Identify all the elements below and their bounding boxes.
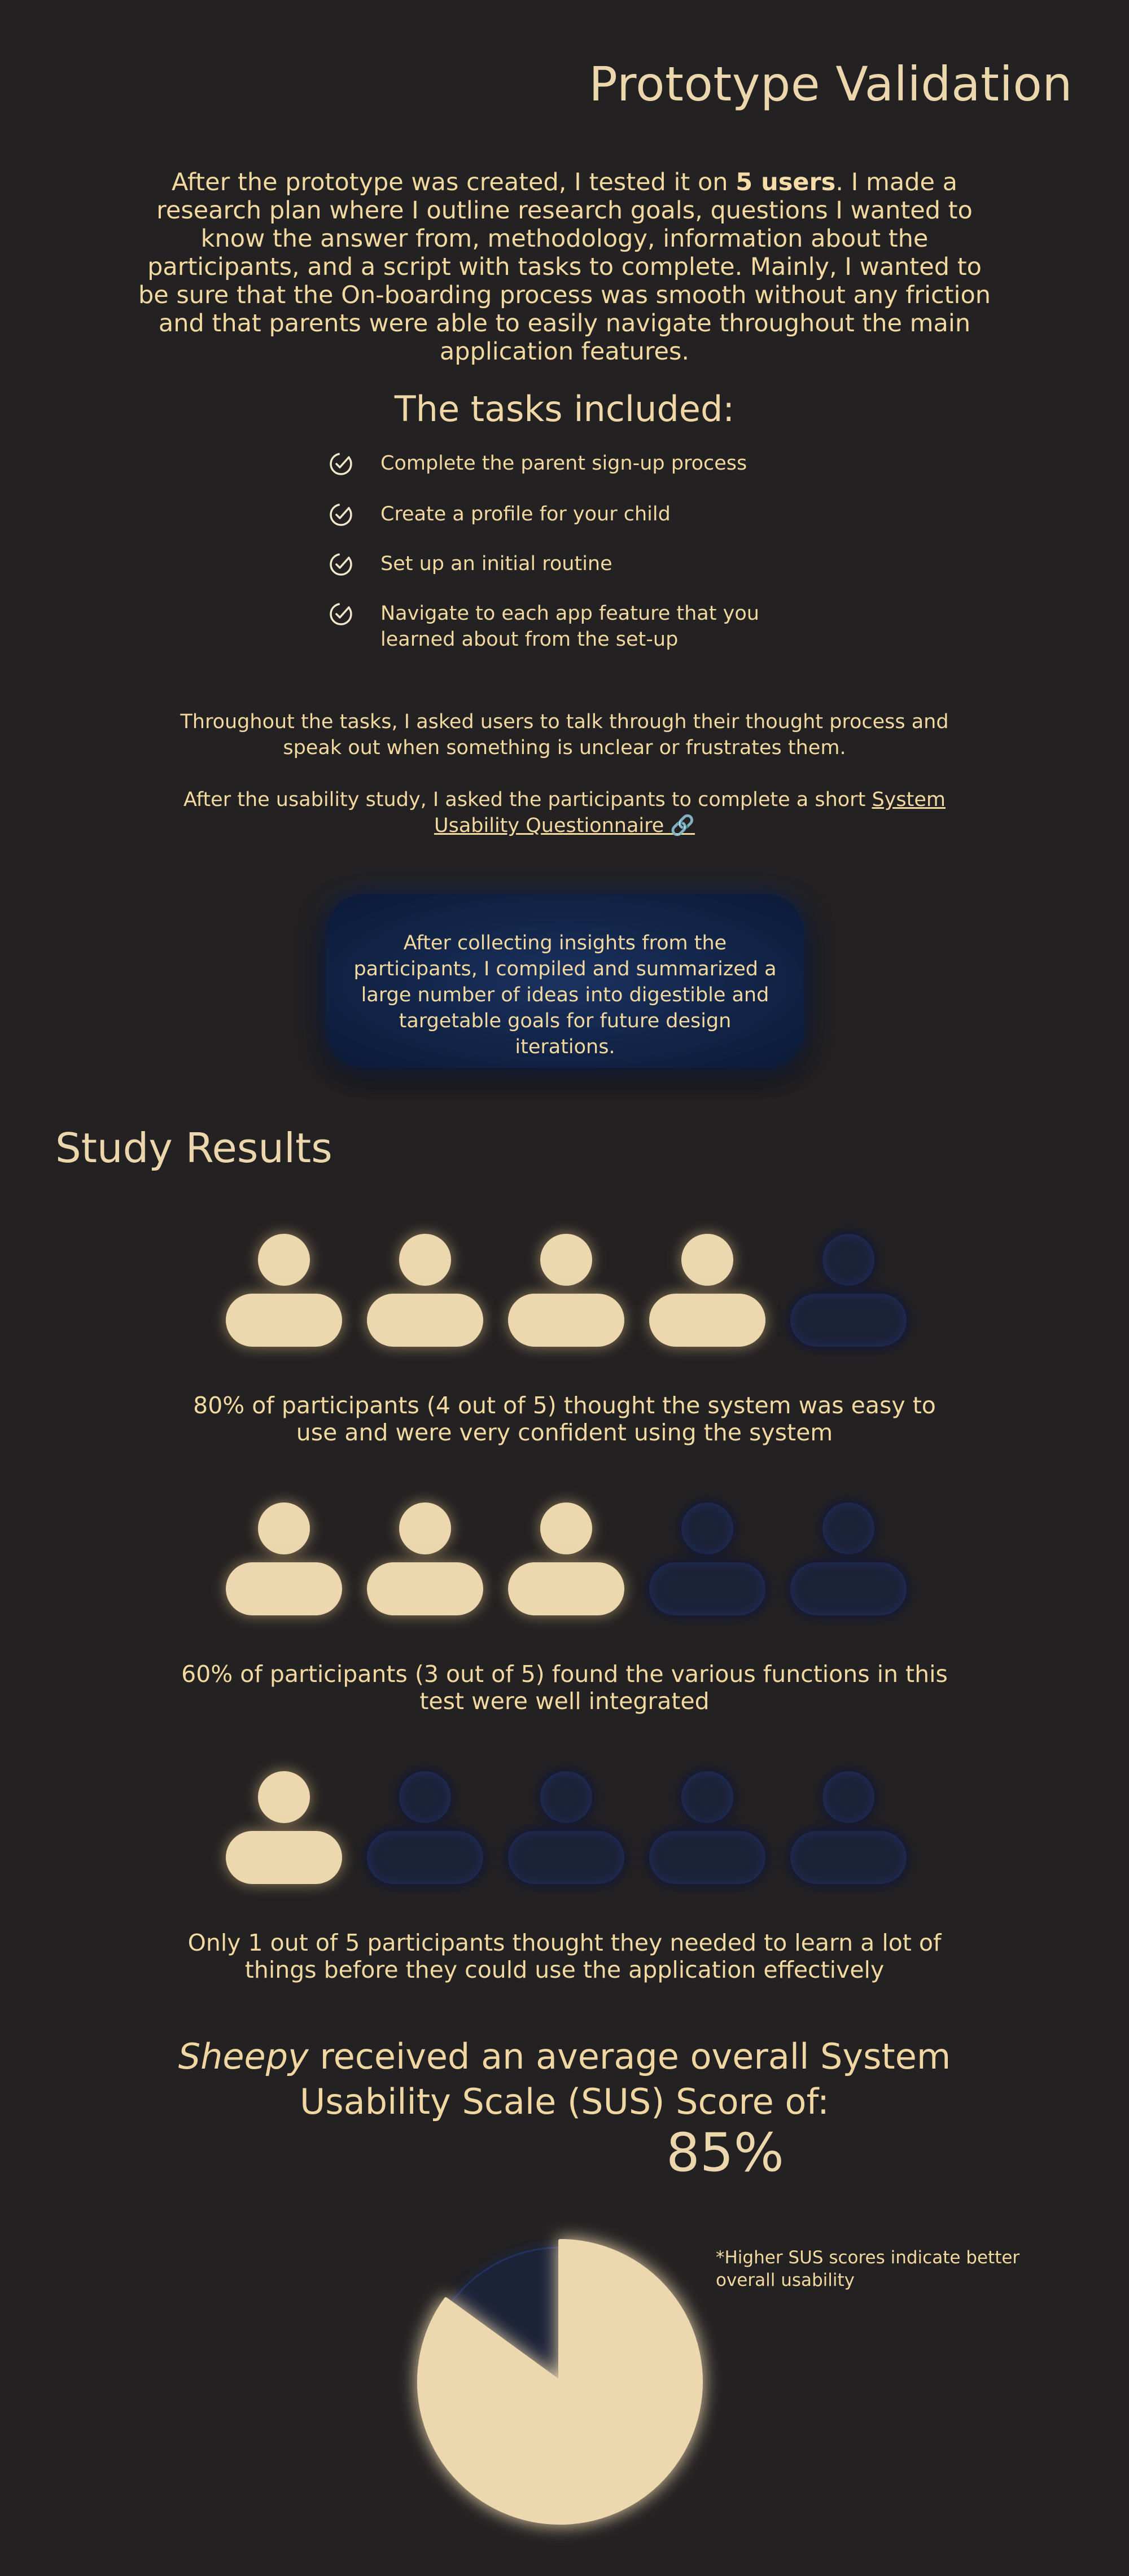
- participant-body: [649, 1831, 765, 1884]
- intro-bold-users: 5 users: [736, 168, 836, 196]
- participant-head: [540, 1234, 592, 1286]
- participant-icon-negative: [790, 1771, 907, 1884]
- pie-slice-remaining: [450, 2246, 561, 2383]
- check-circle-icon: [330, 553, 352, 576]
- participant-icon-negative: [508, 1771, 624, 1884]
- task-text: Create a profile for your child: [380, 503, 671, 525]
- intro-text-before: After the prototype was created, I teste…: [172, 168, 736, 196]
- page-title: Prototype Validation: [589, 56, 1073, 112]
- participant-head: [822, 1502, 874, 1554]
- participant-icon-positive: [649, 1234, 765, 1347]
- participant-head: [540, 1502, 592, 1554]
- participant-body: [367, 1562, 483, 1615]
- pie-slice-score: [417, 2239, 703, 2525]
- result-stat-1: 80% of participants (4 out of 5) thought…: [193, 1392, 936, 1446]
- participant-head: [681, 1502, 733, 1554]
- participant-body: [790, 1562, 907, 1615]
- after-study-text: After the usability study, I asked the p…: [183, 788, 872, 811]
- study-results-title: Study Results: [55, 1124, 332, 1172]
- participant-head: [822, 1771, 874, 1823]
- participant-body: [508, 1294, 624, 1347]
- check-circle-icon: [330, 503, 352, 526]
- participant-head: [681, 1234, 733, 1286]
- participant-icon-positive: [226, 1234, 342, 1347]
- participant-head: [822, 1234, 874, 1286]
- participant-head: [258, 1502, 310, 1554]
- check-circle-icon: [330, 603, 352, 625]
- task-text: Complete the parent sign-up process: [380, 452, 747, 475]
- check-circle-icon: [330, 453, 352, 475]
- sus-heading: Sheepy received an average overall Syste…: [169, 2034, 960, 2124]
- participant-icon-positive: [367, 1234, 483, 1347]
- sus-product-name: Sheepy: [178, 2036, 309, 2077]
- participant-head: [258, 1771, 310, 1823]
- participant-icon-negative: [649, 1771, 765, 1884]
- participant-head: [399, 1502, 451, 1554]
- participant-head: [258, 1234, 310, 1286]
- participant-body: [790, 1831, 907, 1884]
- participant-head: [681, 1771, 733, 1823]
- participant-icon-positive: [226, 1771, 342, 1884]
- result-stat-3: Only 1 out of 5 participants thought the…: [187, 1929, 942, 1983]
- task-text: Navigate to each app feature that you le…: [380, 602, 759, 651]
- participant-head: [540, 1771, 592, 1823]
- participant-body: [649, 1562, 765, 1615]
- participant-icon-positive: [508, 1234, 624, 1347]
- participant-body: [508, 1831, 624, 1884]
- participant-head: [399, 1234, 451, 1286]
- participant-icon-positive: [508, 1502, 624, 1615]
- participant-body: [226, 1562, 342, 1615]
- result-icons-row-3: [0, 1771, 1129, 1890]
- participant-icon-positive: [367, 1502, 483, 1615]
- result-icons-row-1: [0, 1234, 1129, 1352]
- participant-body: [226, 1294, 342, 1347]
- participant-head: [399, 1771, 451, 1823]
- result-icons-row-2: [0, 1502, 1129, 1621]
- participant-icon-negative: [790, 1234, 907, 1347]
- participant-body: [367, 1294, 483, 1347]
- insight-card-text: After collecting insights from the parti…: [353, 932, 777, 1058]
- after-study-paragraph: After the usability study, I asked the p…: [169, 787, 960, 839]
- intro-text-after: . I made a research plan where I outline…: [138, 168, 991, 366]
- task-text: Set up an initial routine: [380, 553, 612, 575]
- result-stat-2: 60% of participants (3 out of 5) found t…: [181, 1661, 948, 1715]
- participant-body: [367, 1831, 483, 1884]
- sus-questionnaire-link[interactable]: System Usability Questionnaire 🔗: [434, 788, 946, 837]
- participant-body: [226, 1831, 342, 1884]
- participant-body: [649, 1294, 765, 1347]
- participant-icon-negative: [367, 1771, 483, 1884]
- tasks-heading: The tasks included:: [394, 388, 735, 430]
- participant-icon-negative: [790, 1502, 907, 1615]
- sus-heading-text: received an average overall System Usabi…: [300, 2036, 951, 2122]
- participant-icon-negative: [649, 1502, 765, 1615]
- participant-body: [790, 1294, 907, 1347]
- sus-score-note: *Higher SUS scores indicate better overa…: [716, 2248, 1020, 2290]
- participant-body: [508, 1562, 624, 1615]
- sus-pie-chart: [402, 2229, 718, 2546]
- think-aloud-paragraph: Throughout the tasks, I asked users to t…: [180, 711, 949, 759]
- intro-paragraph: After the prototype was created, I teste…: [130, 168, 999, 366]
- sus-score-label: 85%: [666, 2122, 784, 2184]
- participant-icon-positive: [226, 1502, 342, 1615]
- insight-card: [326, 894, 804, 1068]
